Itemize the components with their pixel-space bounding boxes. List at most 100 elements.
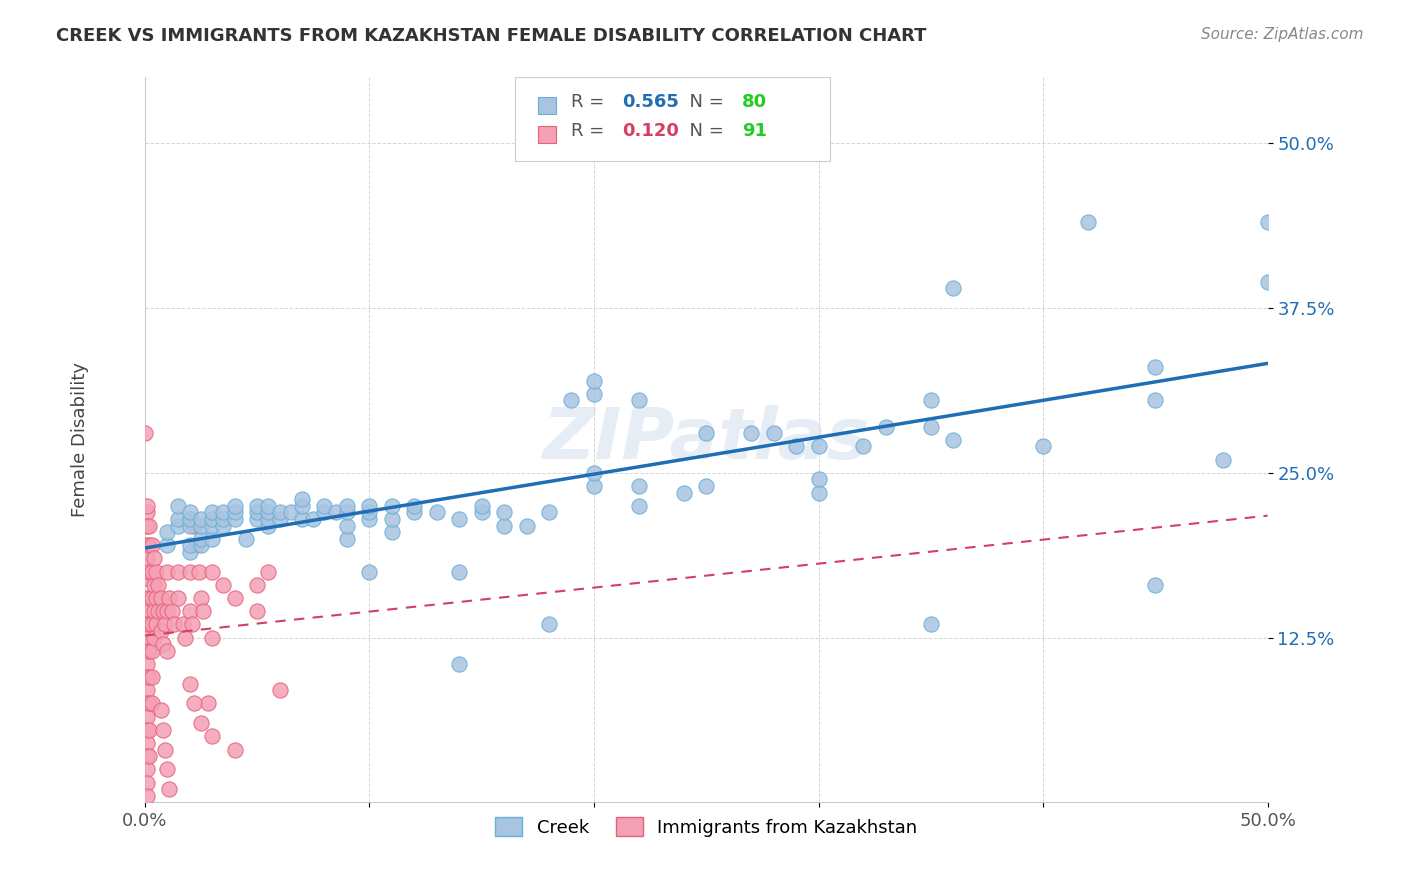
Point [920,419,942,434]
Point [269,505,291,519]
Y-axis label: Female Disability: Female Disability [72,362,89,517]
Point [404,499,426,513]
Point [141,643,163,657]
Point [179,676,201,690]
Point [156,538,179,552]
Point [136,591,159,605]
Text: 80: 80 [742,93,768,112]
Point [136,538,159,552]
Point [141,538,163,552]
Text: 0.120: 0.120 [621,122,679,140]
Point [201,505,224,519]
Point [179,604,201,618]
Point [201,631,224,645]
Point [136,505,159,519]
Point [875,419,897,434]
Point [172,617,194,632]
Point [224,505,246,519]
Point [136,643,159,657]
Point [201,512,224,526]
Point [145,617,167,632]
Point [156,565,179,579]
Point [291,492,314,507]
Point [224,591,246,605]
Point [291,499,314,513]
Point [156,762,179,776]
Point [167,565,190,579]
Point [142,578,165,592]
Point [159,591,181,605]
Point [190,716,212,731]
Point [942,433,965,447]
Point [183,518,205,533]
Point [246,505,269,519]
Point [1144,578,1167,592]
Point [212,518,235,533]
Bar [538,127,555,143]
Point [167,591,190,605]
Point [336,532,359,546]
Point [201,518,224,533]
Point [942,281,965,295]
Text: R =: R = [571,93,610,112]
Point [471,505,494,519]
Point [197,697,219,711]
Point [138,591,160,605]
Point [167,518,190,533]
Point [138,617,160,632]
Point [145,591,167,605]
Point [141,670,163,684]
Point [160,604,183,618]
Point [582,479,605,493]
Point [136,749,159,764]
Point [136,551,159,566]
Point [138,697,160,711]
Point [136,789,159,803]
Point [201,730,224,744]
Point [359,512,381,526]
Point [471,499,494,513]
Point [257,512,280,526]
Point [235,532,257,546]
Point [449,512,471,526]
Point [136,499,159,513]
Point [314,505,336,519]
Point [291,512,314,526]
Point [1257,215,1279,229]
Point [190,532,212,546]
Point [138,723,160,737]
Point [381,525,404,540]
Point [582,466,605,480]
Point [149,591,172,605]
Point [1212,452,1234,467]
Text: ZIPatlas: ZIPatlas [543,405,870,475]
Point [1077,215,1099,229]
Point [156,604,179,618]
Point [136,604,159,618]
Point [179,518,201,533]
Point [136,631,159,645]
Point [494,505,516,519]
Point [314,499,336,513]
Point [136,697,159,711]
Point [537,505,560,519]
Point [136,518,159,533]
Point [190,538,212,552]
Point [138,670,160,684]
Point [807,485,830,500]
Point [142,631,165,645]
Point [246,512,269,526]
Point [582,386,605,401]
Point [201,565,224,579]
Point [257,518,280,533]
Point [190,518,212,533]
Text: R =: R = [571,122,610,140]
Point [138,538,160,552]
Point [142,551,165,566]
Point [174,631,197,645]
Point [224,742,246,756]
Point [359,505,381,519]
Point [179,512,201,526]
Point [141,591,163,605]
Point [404,505,426,519]
